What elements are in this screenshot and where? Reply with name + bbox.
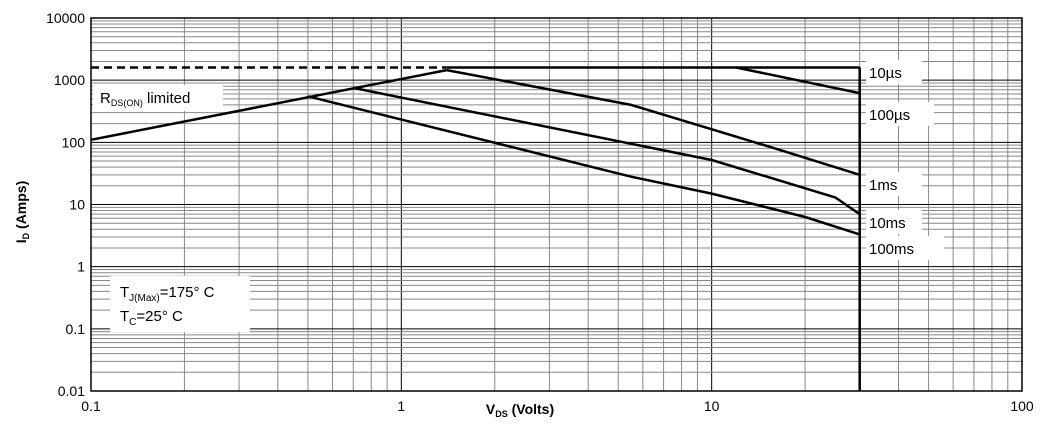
rds-label-box: [93, 85, 223, 111]
x-tick-label: 1: [397, 398, 405, 414]
series-label-box: [866, 172, 922, 196]
rds-limited-label: RDS(ON) limited: [100, 90, 190, 108]
tc-label: TC=25° C: [120, 308, 183, 328]
series-label-10ms: 10ms: [869, 215, 906, 232]
series-line-100µs: [446, 68, 861, 176]
grid: [90, 17, 1023, 392]
y-tick-label: 10: [69, 197, 85, 213]
series-labels: 10µs 100µs 1ms 10ms 100ms: [866, 60, 944, 260]
series-label-1ms: 1ms: [869, 177, 897, 194]
y-tick-label: 0.1: [66, 321, 86, 337]
x-tick-label: 0.1: [81, 398, 101, 414]
tj-max-label: TJ(Max)=175° C: [120, 284, 215, 304]
y-tick-label: 1: [77, 259, 85, 275]
series-label-10µs: 10µs: [869, 65, 902, 82]
y-tick-label: 0.01: [58, 383, 85, 399]
series-line-1ms: [353, 86, 861, 216]
y-tick-label: 100: [62, 134, 86, 150]
series-line-10µs: [735, 66, 860, 95]
series-label-box: [866, 60, 922, 84]
series-label-box: [866, 102, 934, 126]
series-label-100µs: 100µs: [869, 107, 910, 124]
series-line-10ms: [307, 95, 861, 236]
series-label-box: [866, 210, 922, 234]
x-axis-title: VDS (Volts): [486, 401, 554, 419]
series-label-box: [866, 236, 944, 260]
plot-frame: [90, 17, 1023, 392]
rds-on-limit-line: [90, 68, 447, 142]
conditions-box: [110, 276, 250, 332]
y-tick-label: 1000: [54, 72, 85, 88]
y-tick-label: 10000: [46, 10, 85, 26]
y-axis-title: ID (Amps): [13, 181, 31, 244]
series-label-100ms: 100ms: [869, 241, 914, 258]
x-tick-label: 100: [1010, 398, 1034, 414]
x-tick-label: 10: [704, 398, 720, 414]
series-lines: [90, 66, 861, 391]
